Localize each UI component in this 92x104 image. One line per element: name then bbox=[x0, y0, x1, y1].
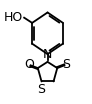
Text: O: O bbox=[25, 58, 35, 71]
Text: N: N bbox=[43, 48, 52, 61]
Text: HO: HO bbox=[4, 11, 23, 24]
Text: S: S bbox=[62, 58, 70, 71]
Text: S: S bbox=[38, 83, 46, 96]
